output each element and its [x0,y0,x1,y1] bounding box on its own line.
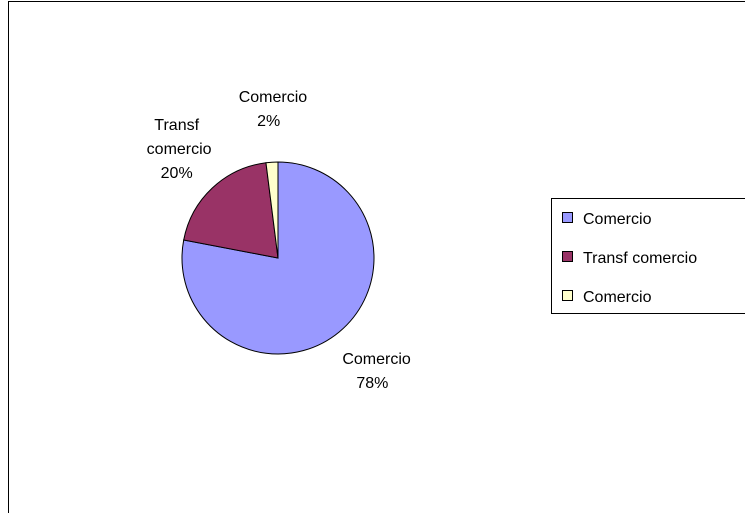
legend-entry: Comercio [562,288,651,308]
legend-entry: Comercio [562,210,651,230]
data-label: Comercio 2% [229,86,309,134]
legend-swatch [562,251,573,262]
label-category: Comercio [238,89,308,107]
legend-label: Comercio [583,289,652,306]
label-value: 2% [257,113,281,131]
legend-entry: Transf comercio [562,249,697,269]
pie-slice [181,161,375,355]
legend-swatch [562,290,573,301]
label-value: 78% [356,375,389,393]
pie [181,161,375,355]
legend-swatch [562,212,573,223]
data-label: Transf comercio 20% [137,114,217,186]
label-value: 20% [160,165,193,183]
pie-slice [265,161,279,259]
legend-label: Comercio [583,211,652,228]
data-label: Comercio 78% [332,348,412,396]
label-category: Comercio [342,351,411,369]
label-category: Transf comercio [146,117,212,159]
legend: Comercio Transf comercio Comercio [551,198,745,314]
legend-label: Transf comercio [583,250,698,267]
pie-slice [183,162,279,259]
